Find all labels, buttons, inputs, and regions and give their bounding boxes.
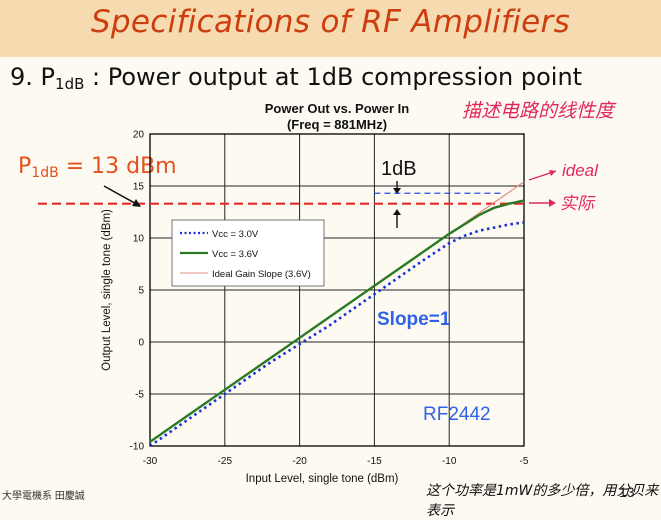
series-vcc30-line (149, 221, 525, 448)
x-tick-labels: -30 -25 -20 -15 -10 -5 (143, 456, 529, 467)
footer-department: 大學電機系 田慶誠 (2, 491, 85, 502)
legend-label-ideal: Ideal Gain Slope (3.6V) (212, 269, 311, 280)
y-tick-label: 15 (133, 182, 145, 193)
legend: Vcc = 3.0V Vcc = 3.6V Ideal Gain Slope (… (171, 219, 325, 287)
reference-lines (38, 192, 524, 205)
y-tick-label: 5 (138, 286, 144, 297)
p1db-pointer-arrowhead (132, 199, 141, 207)
x-axis-label: Input Level, single tone (dBm) (246, 473, 399, 485)
x-tick-label: -5 (520, 456, 529, 467)
grid (149, 133, 525, 447)
actual-arrowhead (549, 199, 556, 207)
actual-note: 实际 (560, 194, 596, 213)
p1db-symbol: P (18, 154, 32, 179)
y-tick-label: 10 (133, 234, 145, 245)
y-tick-label: 20 (133, 130, 145, 141)
heading-subscript: 1dB (55, 75, 85, 93)
page-number: 13 (619, 484, 635, 500)
handwritten-note-linearity: 描述电路的线性度 (462, 100, 615, 122)
series-vcc36-line (149, 199, 525, 443)
x-tick-label: -10 (442, 456, 457, 467)
chart-title: Power Out vs. Power In (265, 101, 410, 116)
one-db-arrowhead-bottom (393, 209, 401, 215)
slide-title: Specifications of RF Amplifiers (90, 4, 571, 40)
one-db-arrowhead-top (393, 188, 401, 194)
x-tick-label: -15 (367, 456, 382, 467)
chart-subtitle: (Freq = 881MHz) (287, 117, 387, 132)
series-lines (149, 181, 525, 448)
x-tick-label: -20 (292, 456, 307, 467)
y-axis-label: Output Level, single tone (dBm) (101, 209, 113, 371)
one-db-label: 1dB (381, 158, 417, 180)
x-tick-label: -30 (143, 456, 158, 467)
ideal-arrowhead (549, 170, 556, 176)
heading-text: : Power output at 1dB compression point (92, 63, 583, 91)
section-heading: 9. P1dB : Power output at 1dB compressio… (10, 63, 582, 93)
heading-number: 9. (10, 63, 33, 91)
x-tick-label: -25 (218, 456, 233, 467)
y-tick-labels: -10 -5 0 5 10 15 20 (130, 130, 145, 453)
plot-frame (149, 133, 525, 447)
title-bar (0, 0, 661, 57)
part-number-label: RF2442 (423, 404, 491, 425)
ideal-note: ideal (562, 161, 599, 180)
p1db-value-label: P1dB = 13 dBm (18, 154, 177, 181)
y-tick-label: -5 (135, 390, 144, 401)
y-tick-label: 0 (138, 338, 144, 349)
legend-label-vcc36: Vcc = 3.6V (212, 249, 259, 260)
p1db-value: = 13 dBm (65, 154, 177, 179)
y-tick-label: -10 (130, 442, 145, 453)
p1db-subscript: 1dB (31, 165, 59, 181)
heading-symbol: P (40, 63, 56, 91)
legend-label-vcc30: Vcc = 3.0V (212, 229, 259, 240)
slope-label: Slope=1 (377, 309, 451, 330)
